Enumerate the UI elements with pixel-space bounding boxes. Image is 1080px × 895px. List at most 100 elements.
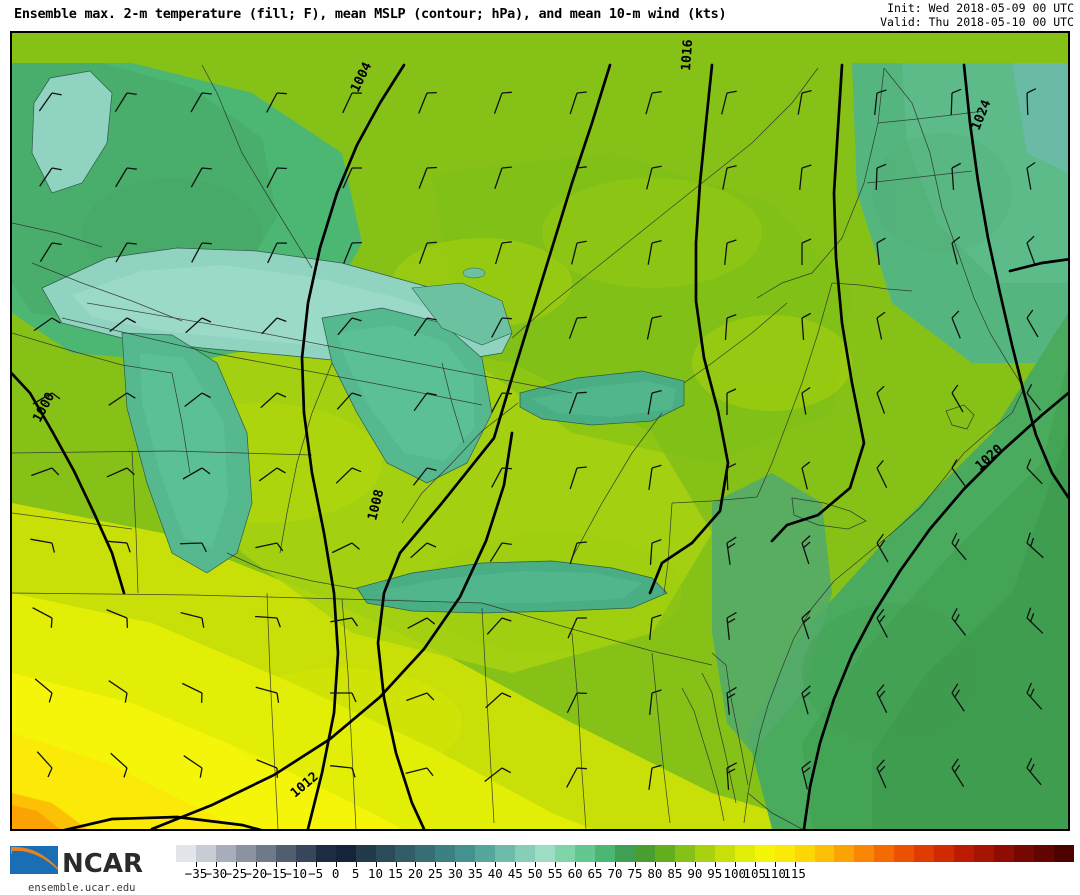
valid-time-label: Valid: Thu 2018-05-10 00 UTC (880, 15, 1074, 29)
contour-label-1016: 1016 (679, 39, 696, 71)
colorbar-swatch (455, 845, 476, 862)
colorbar-swatch (834, 845, 855, 862)
state-borders-layer (12, 64, 1025, 829)
colorbar-tick (774, 862, 776, 867)
colorbar-swatch (1033, 845, 1054, 862)
colorbar-tick (435, 862, 437, 867)
colorbar-tick-label: 55 (547, 866, 563, 881)
colorbar-tick (235, 862, 237, 867)
colorbar-swatch (794, 845, 815, 862)
colorbar-tick (794, 862, 796, 867)
colorbar-tick (455, 862, 457, 867)
colorbar-tick (515, 862, 517, 867)
colorbar-swatch (814, 845, 835, 862)
temperature-fill-layer: 1000 1004 1008 1012 1016 1020 1024 (12, 33, 1068, 829)
colorbar-tick (674, 862, 676, 867)
colorbar-swatch (854, 845, 875, 862)
colorbar-tick (734, 862, 736, 867)
contour-1024b (1008, 258, 1068, 273)
colorbar-tick-label: −25 (224, 866, 248, 881)
colorbar-tick (615, 862, 617, 867)
footer-bar: NCAR ensemble.ucar.edu −35 −30 −25 −20 −15 −1… (0, 836, 1080, 895)
contour-label-1008: 1008 (365, 488, 387, 522)
colorbar-tick (215, 862, 217, 867)
colorbar-tick-label: 90 (687, 866, 703, 881)
map-frame[interactable]: 1000 1004 1008 1012 1016 1020 1024 (10, 31, 1070, 831)
page-title: Ensemble max. 2-m temperature (fill; F),… (14, 6, 727, 22)
colorbar-swatch (575, 845, 596, 862)
contour-1020a (770, 63, 866, 543)
colorbar-swatch (974, 845, 995, 862)
colorbar-tick (495, 862, 497, 867)
colorbar-swatch (1053, 845, 1074, 862)
colorbar-tick-label: 10 (368, 866, 384, 881)
colorbar-tick (275, 862, 277, 867)
colorbar-tick (415, 862, 417, 867)
colorbar-swatch (495, 845, 516, 862)
colorbar-tick-label: 115 (783, 866, 806, 881)
colorbar-swatch (994, 845, 1015, 862)
colorbar-swatch (515, 845, 536, 862)
colorbar-tick (355, 862, 357, 867)
colorbar-swatch (934, 845, 955, 862)
colorbar-tick-label: 95 (707, 866, 723, 881)
colorbar-tick (654, 862, 656, 867)
contour-1016 (648, 63, 730, 595)
colorbar[interactable]: −35 −30 −25 −20 −15 −10 −5 0 5 10 15 20 25 30 35 40 45 50… (176, 845, 1074, 889)
colorbar-tick-label: 20 (407, 866, 423, 881)
colorbar-swatch (415, 845, 436, 862)
colorbar-swatch (315, 845, 336, 862)
colorbar-swatch (614, 845, 635, 862)
colorbar-tick-label: 110 (763, 866, 786, 881)
colorbar-swatch (734, 845, 755, 862)
map-canvas[interactable]: 1000 1004 1008 1012 1016 1020 1024 (12, 33, 1068, 829)
colorbar-swatch (475, 845, 496, 862)
colorbar-tick (395, 862, 397, 867)
colorbar-swatch (355, 845, 376, 862)
colorbar-tick (714, 862, 716, 867)
colorbar-tick (195, 862, 197, 867)
colorbar-swatch (674, 845, 695, 862)
colorbar-swatch (435, 845, 456, 862)
colorbar-swatch (555, 845, 576, 862)
colorbar-swatch (714, 845, 735, 862)
colorbar-tick-label: 70 (607, 866, 623, 881)
contour-1012a (63, 815, 263, 829)
colorbar-tick-label: 40 (487, 866, 503, 881)
colorbar-swatch (535, 845, 556, 862)
colorbar-swatch (235, 845, 256, 862)
colorbar-tick (335, 862, 337, 867)
colorbar-swatch (595, 845, 615, 862)
colorbar-swatch (295, 845, 316, 862)
contour-1012b (150, 431, 514, 829)
colorbar-tick-label: 5 (351, 866, 360, 881)
ncar-logo[interactable]: NCAR ensemble.ucar.edu (6, 842, 166, 894)
colorbar-tick-label: 45 (507, 866, 523, 881)
colorbar-tick-labels: −35 −30 −25 −20 −15 −10 −5 0 5 10 15 20 25 30 35 40 45 50… (176, 866, 1074, 886)
colorbar-tick-label: 50 (527, 866, 543, 881)
colorbar-tick (255, 862, 257, 867)
site-url-label[interactable]: ensemble.ucar.edu (28, 882, 136, 894)
colorbar-tick-label: −35 (184, 866, 208, 881)
colorbar-tick-label: 35 (467, 866, 483, 881)
colorbar-swatch (195, 845, 216, 862)
colorbar-tick (555, 862, 557, 867)
colorbar-tick-label: −15 (264, 866, 288, 881)
colorbar-swatch (255, 845, 276, 862)
colorbar-ticks (176, 862, 1074, 867)
colorbar-tick-label: 65 (587, 866, 603, 881)
colorbar-tick-label: 105 (743, 866, 766, 881)
upper-island (31, 70, 113, 194)
mslp-contour-layer (12, 63, 1068, 829)
colorbar-tick (475, 862, 477, 867)
colorbar-tick-label: 25 (427, 866, 443, 881)
ncar-logo-mark: NCAR (10, 846, 143, 879)
colorbar-tick (315, 862, 317, 867)
colorbar-tick-label: −10 (284, 866, 308, 881)
colorbar-swatch (874, 845, 895, 862)
colorbar-swatch (774, 845, 795, 862)
colorbar-tick (694, 862, 696, 867)
colorbar-tick (634, 862, 636, 867)
colorbar-swatch (654, 845, 675, 862)
